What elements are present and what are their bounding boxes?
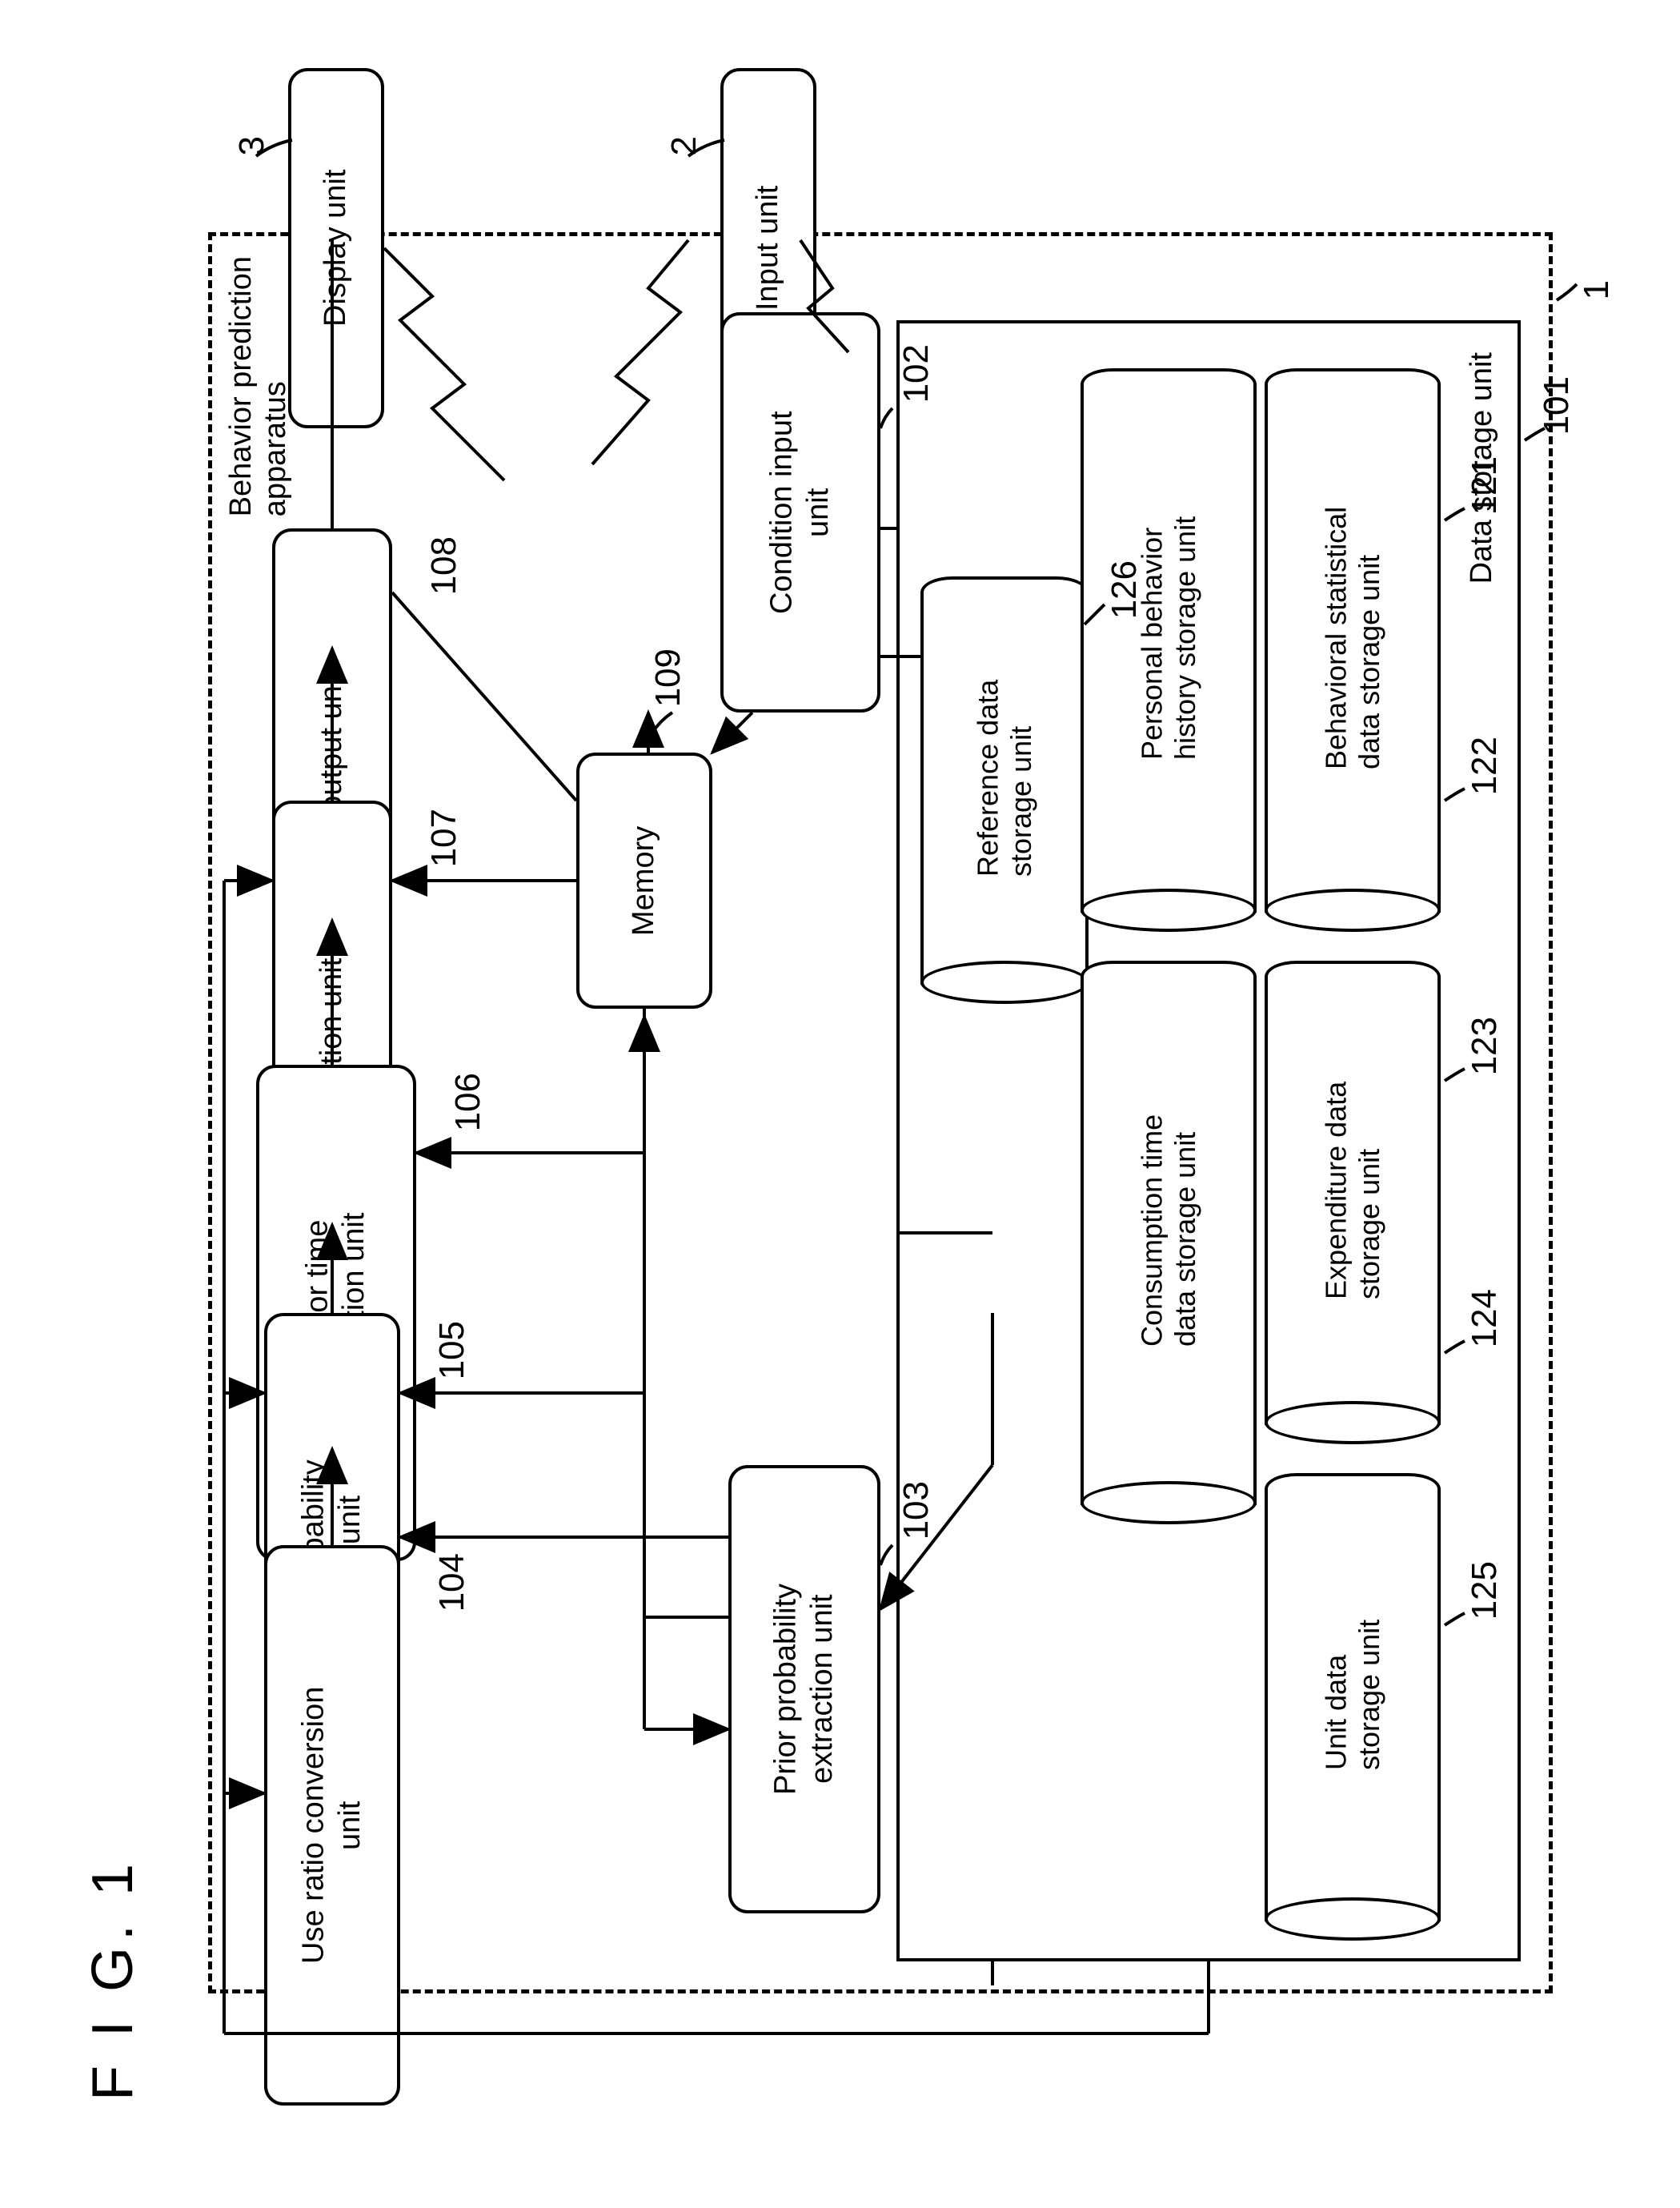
ref-1: 1	[1577, 280, 1617, 299]
ref-125: 125	[1465, 1561, 1505, 1620]
storage-label-2: Expenditure datastorage unit	[1320, 1082, 1386, 1299]
ref-126: 126	[1105, 560, 1145, 619]
storage-cyl-1: Personal behaviorhistory storage unit	[1081, 368, 1257, 913]
storage-title: Data storage unit	[1465, 352, 1499, 584]
ref-104: 104	[432, 1553, 472, 1612]
apparatus-title: Behavior predictionapparatus	[224, 256, 293, 516]
ref-106: 106	[448, 1073, 488, 1131]
display-unit-label: Display unit	[318, 170, 355, 327]
ref-3: 3	[232, 136, 272, 155]
prior-prob-box: Prior probabilityextraction unit	[728, 1465, 880, 1913]
storage-label-0: Behavioral statisticaldata storage unit	[1320, 507, 1386, 769]
ref-122: 122	[1465, 737, 1505, 795]
storage-cyl-0-top	[1265, 889, 1441, 932]
ref-108: 108	[424, 536, 464, 595]
ref-102: 102	[896, 344, 936, 403]
storage-label-1: Personal behaviorhistory storage unit	[1136, 516, 1202, 760]
storage-cyl-2-top	[1265, 1401, 1441, 1444]
storage-cyl-0: Behavioral statisticaldata storage unit	[1265, 368, 1441, 913]
ref-109: 109	[648, 648, 688, 707]
ref-124: 124	[1465, 1289, 1505, 1347]
ref-2: 2	[664, 136, 704, 155]
ref-103: 103	[896, 1481, 936, 1540]
ref-101: 101	[1537, 376, 1577, 435]
ref-105: 105	[432, 1321, 472, 1379]
prior-prob-label: Prior probabilityextraction unit	[768, 1584, 840, 1795]
condition-input-box: Condition inputunit	[720, 312, 880, 713]
storage-cyl-4-top	[1265, 1897, 1441, 1941]
memory-label: Memory	[626, 825, 663, 935]
reference-data-cyl: Reference datastorage unit	[920, 576, 1089, 985]
storage-cyl-4: Unit datastorage unit	[1265, 1473, 1441, 1921]
ref-123: 123	[1465, 1017, 1505, 1075]
storage-cyl-2: Expenditure datastorage unit	[1265, 961, 1441, 1425]
reference-data-cyl-top	[920, 961, 1089, 1004]
diagram-canvas: Display unit Input unit Condition inputu…	[32, 32, 1648, 2176]
memory-box: Memory	[576, 753, 712, 1009]
storage-cyl-1-top	[1081, 889, 1257, 932]
ref-107: 107	[424, 809, 464, 867]
storage-cyl-3-top	[1081, 1481, 1257, 1524]
use-ratio-box: Use ratio conversionunit	[264, 1545, 400, 2106]
use-ratio-label: Use ratio conversionunit	[295, 1687, 368, 1964]
storage-cyl-3: Consumption timedata storage unit	[1081, 961, 1257, 1505]
figure-label: F I G. 1	[80, 1857, 146, 2101]
storage-label-4: Unit datastorage unit	[1320, 1620, 1386, 1770]
display-unit-box: Display unit	[288, 68, 384, 428]
condition-input-label: Condition inputunit	[764, 411, 836, 614]
input-unit-label: Input unit	[750, 186, 787, 311]
storage-label-3: Consumption timedata storage unit	[1136, 1114, 1202, 1347]
reference-data-label: Reference datastorage unit	[972, 680, 1038, 877]
